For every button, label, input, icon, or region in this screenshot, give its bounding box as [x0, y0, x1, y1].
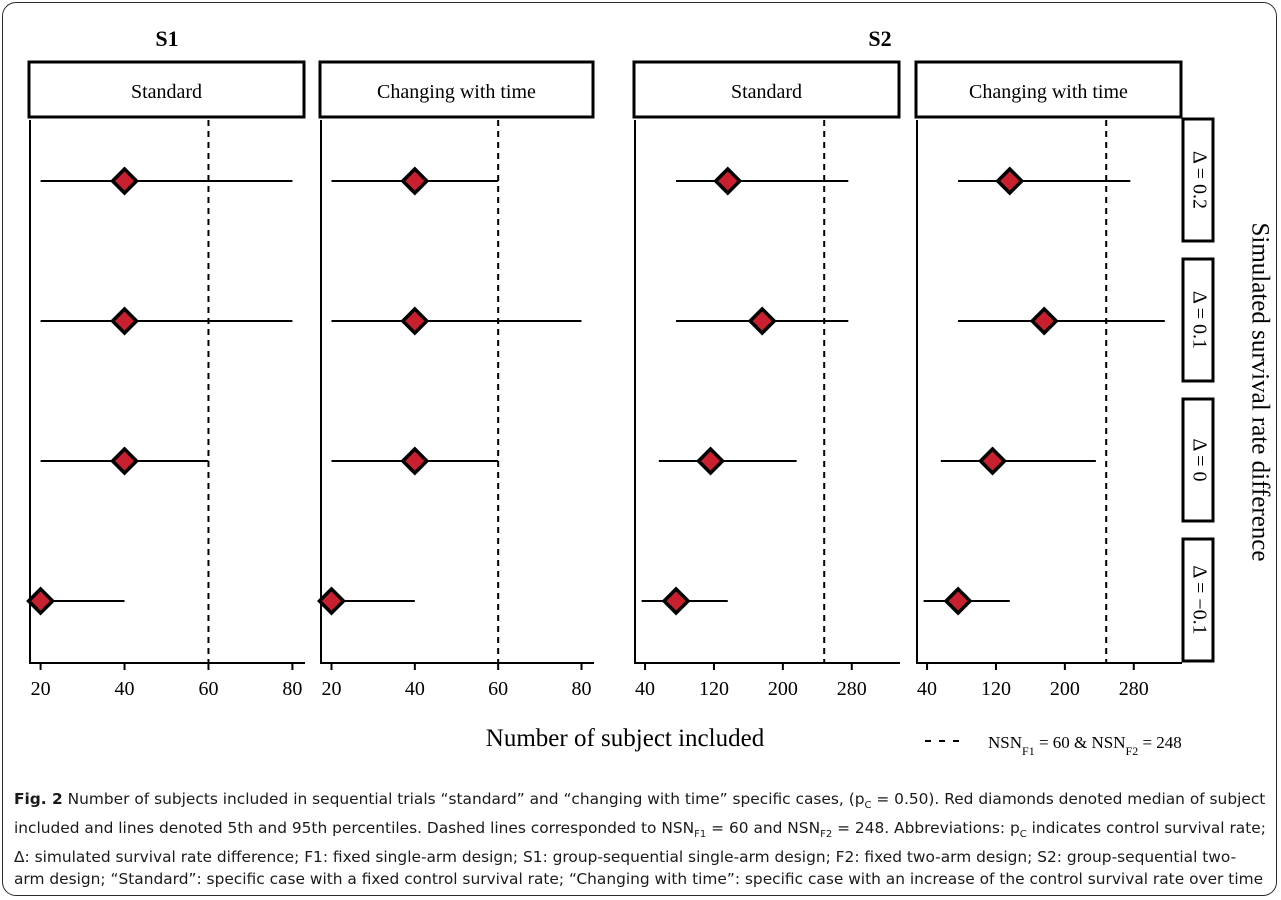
strip-s2-standard [632, 60, 901, 119]
x-tick-label-s2-changing-120: 120 [981, 678, 1011, 700]
legend-nsn-1: NSN [988, 733, 1022, 752]
caption-text-5: indicates control survival rate; Δ: simu… [14, 819, 1266, 889]
strip-s1-standard [27, 60, 306, 119]
caption-text-2: = 0.50). Red diamonds denoted median of … [14, 790, 1266, 838]
forest-plot-chart: S1 S2 Standard 20 40 60 80 Changing with time 20… [26, 26, 1273, 758]
strip-label-s1-changing: Changing with time [377, 81, 536, 103]
x-tick-label-s1-standard-80: 80 [282, 678, 302, 700]
legend-val-f1: = 60 & [1035, 733, 1092, 752]
x-tick-label-s2-standard-200: 200 [768, 678, 798, 700]
x-tick-label-s2-standard-280: 280 [837, 678, 867, 700]
legend-sub-f1: F1 [1022, 744, 1035, 758]
row-strip-label-0: Δ = 0.2 [1188, 151, 1210, 209]
row-strip-2 [1181, 397, 1215, 523]
caption-sub-1: C [864, 800, 872, 812]
median-diamond-s1-changing-row0 [400, 166, 430, 196]
strip-label-s2-changing: Changing with time [969, 81, 1128, 103]
x-tick-label-s1-standard-20: 20 [31, 678, 51, 700]
median-diamond-s1-standard-row1 [110, 306, 140, 336]
strip-s1-changing [318, 60, 595, 119]
median-diamond-s2-changing-row0 [995, 166, 1025, 196]
median-diamond-s1-changing-row1 [400, 306, 430, 336]
row-strip-label-3: Δ = −0.1 [1188, 565, 1210, 634]
caption-sub-2: F1 [694, 829, 707, 841]
median-diamond-s1-changing-row2 [400, 446, 430, 476]
row-strip-0 [1181, 117, 1215, 243]
row-strip-label-1: Δ = 0.1 [1188, 291, 1210, 349]
caption-text-4: = 248. Abbreviations: p [832, 819, 1020, 838]
caption-text-1: Number of subjects included in sequentia… [62, 790, 865, 808]
median-diamond-s2-standard-row0 [713, 166, 743, 196]
x-tick-label-s1-changing-20: 20 [322, 678, 342, 700]
median-diamond-s2-standard-row3 [661, 586, 691, 616]
legend-val-f2: = 248 [1138, 733, 1182, 752]
x-tick-label-s2-standard-120: 120 [699, 678, 729, 700]
x-tick-label-s1-standard-60: 60 [198, 678, 218, 700]
caption-fig-label: Fig. 2 [14, 790, 63, 808]
median-diamond-s1-changing-row3 [317, 586, 346, 616]
x-tick-label-s2-standard-40: 40 [635, 678, 655, 700]
median-diamond-s2-changing-row3 [943, 586, 973, 616]
figure-caption: Fig. 2 Number of subjects included in se… [14, 788, 1266, 890]
median-diamond-s1-standard-row2 [110, 446, 140, 476]
legend-nsn-2: NSN [1092, 733, 1126, 752]
median-diamond-s1-standard-row3 [26, 586, 56, 616]
x-tick-label-s1-changing-40: 40 [405, 678, 425, 700]
legend-sub-f2: F2 [1126, 744, 1139, 758]
row-strip-1 [1181, 257, 1215, 383]
x-axis-label: Number of subject included [486, 725, 765, 752]
caption-sub-4: C [1019, 829, 1027, 841]
median-diamond-s2-changing-row2 [978, 446, 1007, 476]
x-tick-label-s1-standard-40: 40 [115, 678, 135, 700]
y-axis-label: Simulated survival rate difference [1246, 223, 1273, 562]
median-diamond-s2-changing-row1 [1029, 306, 1059, 336]
row-strip-3 [1181, 537, 1215, 663]
row-strip-label-2: Δ = 0 [1188, 438, 1210, 481]
median-diamond-s2-standard-row1 [747, 306, 777, 336]
median-diamond-s2-standard-row2 [696, 446, 725, 476]
x-tick-label-s2-changing-40: 40 [917, 678, 937, 700]
group-title-s2: S2 [868, 26, 891, 51]
caption-text-3: = 60 and NSN [706, 819, 821, 838]
strip-s2-changing [914, 60, 1183, 119]
x-tick-label-s2-changing-200: 200 [1050, 678, 1080, 700]
caption-sub-3: F2 [820, 829, 833, 841]
group-title-s1: S1 [155, 26, 178, 51]
x-tick-label-s2-changing-280: 280 [1119, 678, 1149, 700]
median-diamond-s1-standard-row0 [110, 166, 140, 196]
x-tick-label-s1-changing-60: 60 [488, 678, 508, 700]
strip-label-s2-standard: Standard [731, 81, 802, 103]
legend-text: NSNF1 = 60 & NSNF2 = 248 [988, 733, 1182, 758]
strip-label-s1-standard: Standard [131, 81, 202, 103]
x-tick-label-s1-changing-80: 80 [572, 678, 592, 700]
